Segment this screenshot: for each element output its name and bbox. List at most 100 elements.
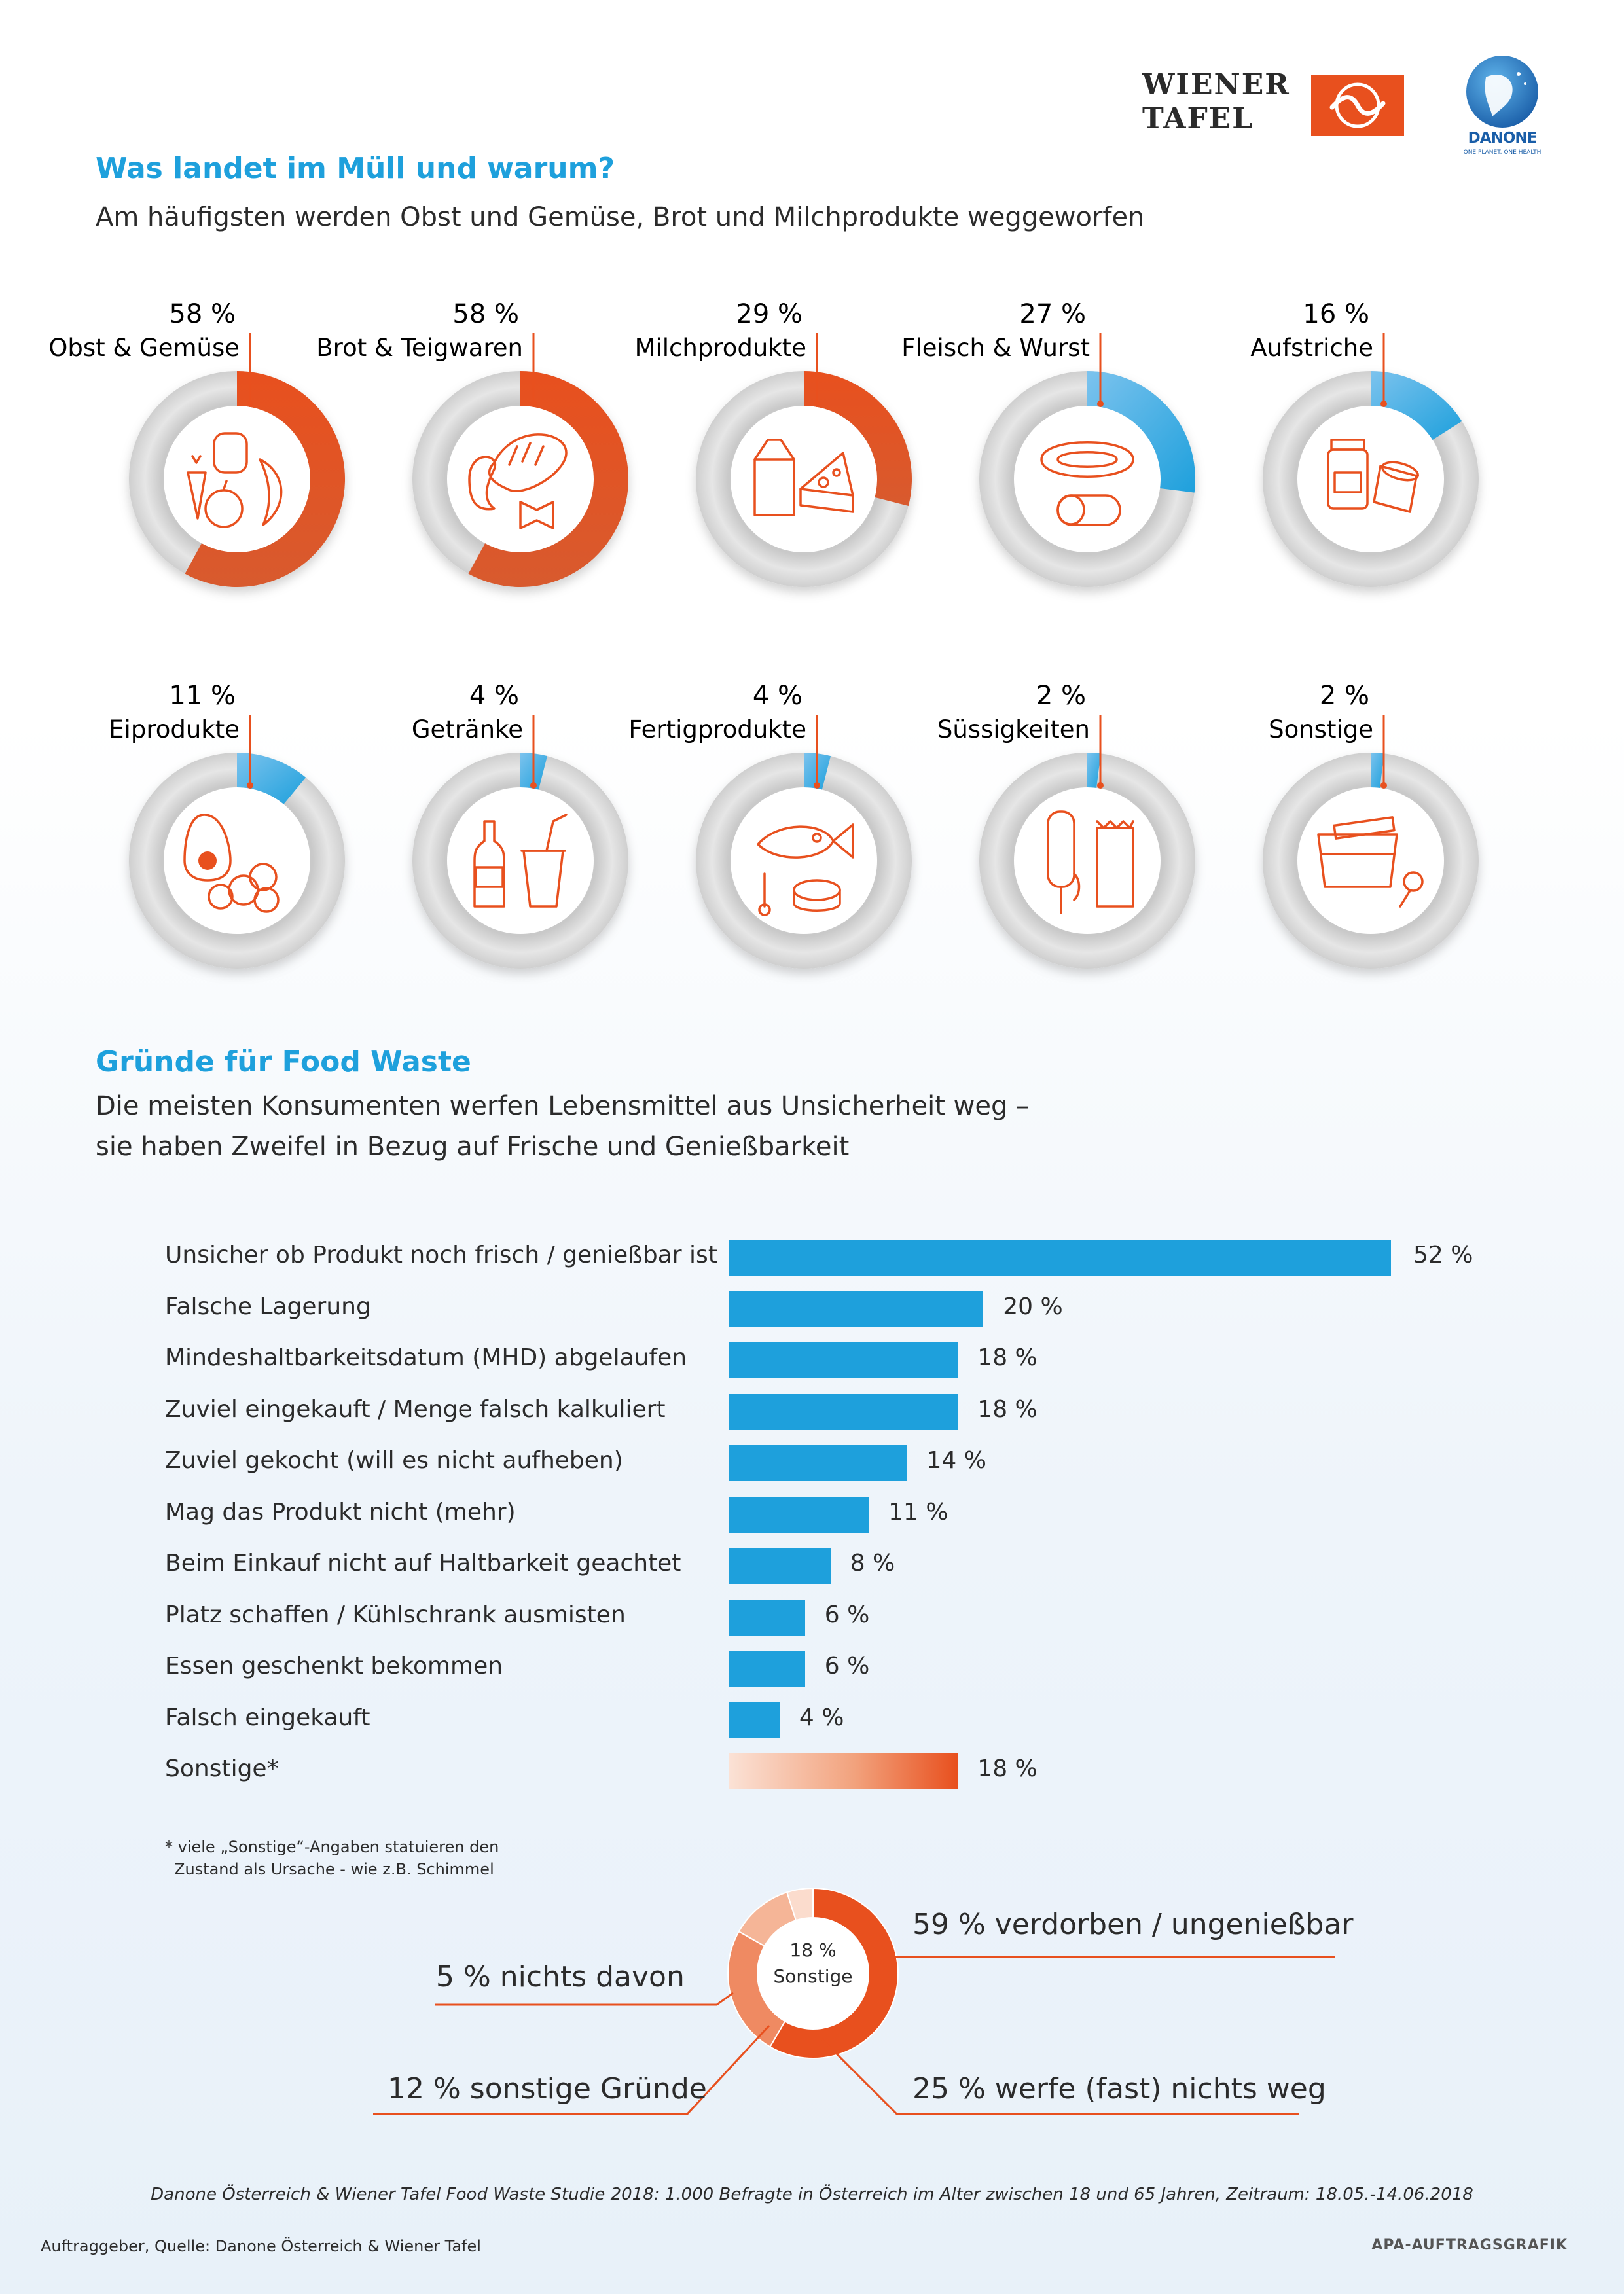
reason-value: 18 %: [977, 1344, 1038, 1371]
fruit-vegetables-icon: [187, 432, 283, 528]
reason-bar: [729, 1651, 805, 1687]
section1-subtitle: Am häufigsten werden Obst und Gemüse, Br…: [96, 202, 1145, 232]
donut-hole: [757, 1918, 869, 2029]
gauge-pct-s-ssigkeiten: 2 %: [1036, 681, 1086, 711]
reason-value: 52 %: [1413, 1242, 1473, 1268]
gauge-leader-dot-milchprodukte: [814, 401, 820, 407]
gauge-pct-getr-nke: 4 %: [469, 681, 519, 711]
reason-value: 11 %: [888, 1498, 948, 1526]
wiener-tafel-wave-icon: [1311, 75, 1404, 136]
reason-bar: [729, 1599, 805, 1636]
gauge-leader-dot-aufstriche: [1380, 401, 1387, 407]
reason-label: Zuviel eingekauft / Menge falsch kalkuli…: [165, 1395, 666, 1423]
gauge-pct-eiprodukte: 11 %: [169, 681, 236, 711]
section2-title: Gründe für Food Waste: [96, 1045, 471, 1079]
gauge-arc-obst-gem-se: [185, 371, 346, 587]
gauge-arc-s-ssigkeiten: [1087, 753, 1101, 788]
gauge-center-eiprodukte: [164, 787, 310, 934]
gauge-label-s-ssigkeiten: Süssigkeiten: [937, 715, 1090, 744]
gauge-center-s-ssigkeiten: [1014, 787, 1161, 934]
gauge-label-milchprodukte: Milchprodukte: [635, 334, 806, 362]
footnote: * viele „Sonstige“-Angaben statuieren de…: [165, 1838, 499, 1878]
gauge-center-aufstriche: [1297, 406, 1444, 552]
reason-value: 18 %: [977, 1755, 1038, 1782]
gauge-label-eiprodukte: Eiprodukte: [109, 715, 240, 744]
sonstige-donut-center: 18 % Sonstige: [773, 1939, 853, 1987]
leader-line-werfe-nichts-weg: [820, 2037, 1299, 2115]
gauge-label-brot-teigwaren: Brot & Teigwaren: [316, 334, 523, 362]
gauge-center-brot-teigwaren: [447, 406, 594, 552]
meat-sausage-icon: [1040, 441, 1134, 526]
gauge-leader-dot-fertigprodukte: [814, 782, 820, 789]
bread-pasta-icon: [468, 433, 568, 529]
reason-label: Beim Einkauf nicht auf Haltbarkeit geach…: [165, 1550, 681, 1577]
dairy-icon: [753, 439, 854, 516]
gauge-label-obst-gem-se: Obst & Gemüse: [48, 334, 240, 362]
reason-bar: [729, 1342, 958, 1378]
gauge-pct-obst-gem-se: 58 %: [169, 299, 236, 329]
danone-globe-icon: [1466, 56, 1538, 128]
gauge-leader-dot-fleisch-wurst: [1097, 401, 1104, 407]
reason-bar: [729, 1702, 780, 1738]
ready-meals-icon: [757, 823, 854, 916]
study-note: Danone Österreich & Wiener Tafel Food Wa…: [151, 2185, 1473, 2204]
reason-value: 20 %: [1003, 1293, 1063, 1320]
reason-label: Essen geschenkt bekommen: [165, 1653, 503, 1679]
egg-icon: [183, 814, 280, 913]
section1-title: Was landet im Müll und warum?: [96, 152, 615, 185]
gauge-arc-fleisch-wurst: [1087, 371, 1195, 493]
slice-label-verdorben: 59 % verdorben / ungenießbar: [912, 1908, 1354, 1941]
reason-label: Mindeshaltbarkeitsdatum (MHD) abgelaufen: [165, 1344, 687, 1371]
gauge-center-sonstige: [1297, 787, 1444, 934]
reason-bar: [729, 1753, 958, 1789]
gauge-center-fleisch-wurst: [1014, 406, 1161, 552]
slice-label-nichts-davon: 5 % nichts davon: [436, 1960, 685, 1994]
reason-value: 4 %: [799, 1704, 844, 1731]
reason-value: 8 %: [850, 1550, 895, 1577]
reason-label: Falsche Lagerung: [165, 1293, 371, 1320]
section2-subtitle-line2: sie haben Zweifel in Bezug auf Frische u…: [96, 1132, 850, 1162]
slice-label-werfe-nichts-weg: 25 % werfe (fast) nichts weg: [912, 2072, 1326, 2106]
reason-label: Platz schaffen / Kühlschrank ausmisten: [165, 1601, 626, 1628]
gauge-leader-dot-s-ssigkeiten: [1097, 782, 1104, 789]
gauge-pct-aufstriche: 16 %: [1303, 299, 1369, 329]
gauge-arc-aufstriche: [1371, 371, 1462, 440]
gauge-arc-eiprodukte: [237, 753, 306, 804]
slice-label-sonstige-gruende: 12 % sonstige Gründe: [388, 2072, 707, 2106]
wiener-tafel-wordmark: WIENER TAFEL: [1142, 68, 1290, 135]
gauge-pct-brot-teigwaren: 58 %: [452, 299, 519, 329]
reason-value: 18 %: [977, 1395, 1038, 1423]
reason-label: Sonstige*: [165, 1755, 279, 1782]
gauge-label-fleisch-wurst: Fleisch & Wurst: [901, 334, 1090, 362]
gauge-pct-sonstige: 2 %: [1320, 681, 1369, 711]
client-source: Auftraggeber, Quelle: Danone Österreich …: [41, 2237, 481, 2255]
leader-line-nichts-davon: [435, 1992, 734, 2006]
gauge-arc-brot-teigwaren: [468, 371, 629, 587]
reason-value: 14 %: [926, 1447, 986, 1474]
wiener-tafel-logo: WIENER TAFEL: [1142, 65, 1404, 137]
drinks-icon: [473, 814, 568, 908]
gauge-label-fertigprodukte: Fertigprodukte: [628, 715, 806, 744]
sweets-icon: [1047, 810, 1134, 914]
reason-value: 6 %: [824, 1601, 870, 1628]
donut-gauges-chart: 58 % Obst & Gemüse 58 % Brot & Teigwaren 29 …: [48, 299, 1479, 969]
reason-bar: [729, 1393, 958, 1430]
reason-bar: [729, 1291, 984, 1327]
spreads-jars-icon: [1327, 439, 1419, 513]
reason-label: Mag das Produkt nicht (mehr): [165, 1498, 516, 1526]
danone-logo: DANONE ONE PLANET. ONE HEALTH: [1460, 51, 1558, 166]
gauge-leader-dot-obst-gem-se: [247, 401, 253, 407]
gauge-pct-fleisch-wurst: 27 %: [1019, 299, 1086, 329]
reason-label: Falsch eingekauft: [165, 1704, 370, 1731]
leader-line-sonstige-gruende: [373, 2024, 770, 2115]
reason-bar: [729, 1548, 831, 1584]
gauge-pct-milchprodukte: 29 %: [736, 299, 803, 329]
other-food-icon: [1317, 816, 1424, 908]
reason-value: 6 %: [824, 1653, 870, 1679]
leader-line-verdorben: [880, 1956, 1335, 1965]
gauge-arc-milchprodukte: [804, 371, 912, 507]
gauge-leader-dot-getr-nke: [530, 782, 537, 789]
reason-bar: [729, 1445, 907, 1481]
gauge-leader-dot-sonstige: [1380, 782, 1387, 789]
